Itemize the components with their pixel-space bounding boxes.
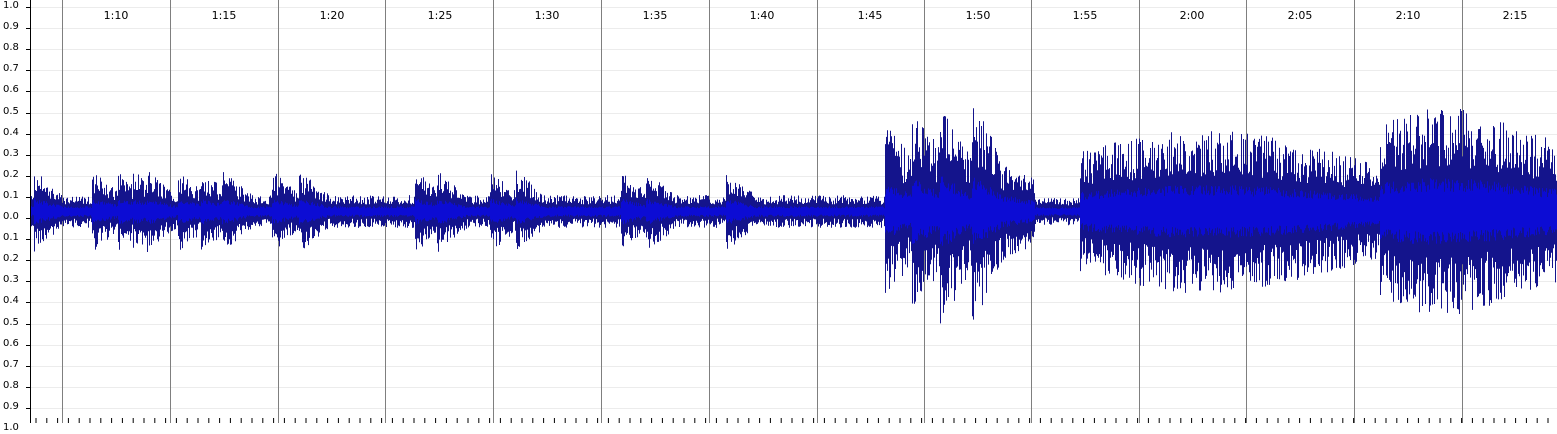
waveform-rms-path — [31, 176, 1557, 246]
amplitude-label: 1.0 — [3, 422, 19, 433]
amplitude-label: 0.0 — [3, 211, 19, 222]
amplitude-label: 0.8 — [3, 42, 19, 54]
time-label: 2:05 — [1287, 9, 1313, 22]
amplitude-label: 0.6 — [3, 337, 19, 349]
amplitude-label: 0.1 — [3, 189, 19, 201]
time-label: 2:10 — [1395, 9, 1421, 22]
amplitude-label: 0.4 — [3, 295, 19, 307]
amplitude-label: 0.7 — [3, 358, 19, 370]
amplitude-label: 0.9 — [3, 400, 19, 412]
time-label: 2:00 — [1179, 9, 1205, 22]
time-label: 1:35 — [642, 9, 668, 22]
time-label: 2:15 — [1502, 9, 1528, 22]
amplitude-label: 0.7 — [3, 63, 19, 75]
time-label: 1:55 — [1072, 9, 1098, 22]
amplitude-label: 0.8 — [3, 379, 19, 391]
time-label: 1:50 — [965, 9, 991, 22]
amplitude-label: 0.3 — [3, 147, 19, 159]
time-label: 1:40 — [749, 9, 775, 22]
amplitude-label: 0.5 — [3, 105, 19, 117]
amplitude-axis: 1.0 0.9 0.8 0.7 0.6 0.5 0.4 0.3 0.2 0.1 … — [0, 0, 30, 433]
amplitude-label: 0.3 — [3, 274, 19, 286]
time-label: 1:10 — [103, 9, 129, 22]
amplitude-label: 0.4 — [3, 126, 19, 138]
bottom-ruler-ticks — [35, 418, 1549, 423]
amplitude-label: 0.2 — [3, 168, 19, 180]
time-label: 1:30 — [534, 9, 560, 22]
amplitude-label: 0.9 — [3, 21, 19, 33]
time-label: 1:15 — [211, 9, 237, 22]
time-label: 1:20 — [319, 9, 345, 22]
waveform-canvas[interactable] — [0, 0, 1557, 423]
time-label: 1:45 — [857, 9, 883, 22]
amplitude-label: 0.1 — [3, 232, 19, 244]
time-label: 1:25 — [427, 9, 453, 22]
amplitude-label: 0.5 — [3, 316, 19, 328]
axis-lines — [26, 0, 31, 423]
amplitude-label: 0.6 — [3, 84, 19, 96]
amplitude-label: 0.2 — [3, 253, 19, 265]
waveform-rms — [31, 176, 1557, 246]
amplitude-label: 1.0 — [3, 0, 19, 11]
